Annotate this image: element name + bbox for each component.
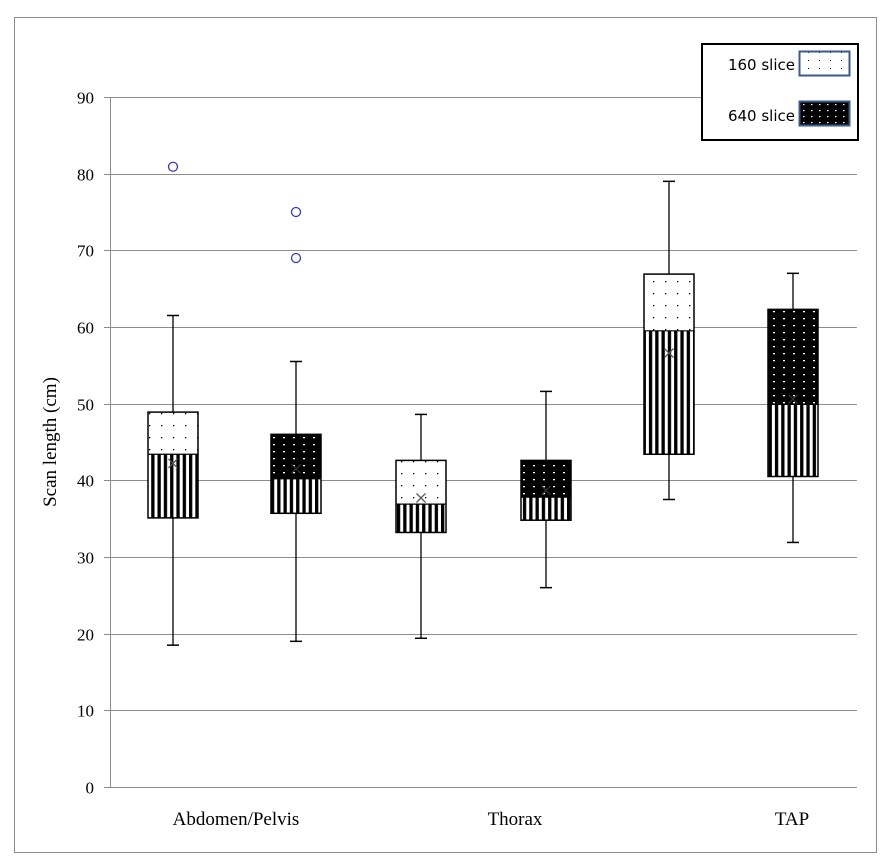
box-lower-half [521, 497, 571, 521]
box-640-slice-tap [767, 272, 819, 544]
box-upper-half [644, 274, 694, 331]
outlier-point [290, 206, 302, 218]
y-tick-label: 40 [77, 472, 94, 491]
y-tick-label: 50 [77, 396, 94, 415]
y-tick-label: 0 [86, 779, 95, 798]
mean-marker-stroke [541, 485, 551, 496]
x-category-label: Thorax [488, 809, 543, 830]
legend: 160 slice 640 slice [701, 43, 859, 141]
mean-marker-stroke [416, 493, 426, 503]
outlier-point [290, 252, 302, 264]
box-upper-half [271, 434, 321, 479]
box-lower-half [271, 478, 321, 514]
y-tick-label: 90 [77, 89, 94, 108]
legend-swatch-640-slice [798, 100, 851, 127]
y-tick-label: 20 [77, 626, 94, 645]
box-160-slice-abdomen-pelvis [147, 161, 199, 646]
legend-swatch-160-slice [798, 50, 851, 77]
mean-marker [168, 458, 178, 469]
box-lower-half [768, 404, 818, 477]
mean-marker [416, 493, 426, 503]
y-tick-labels: 0 10 20 30 40 50 60 70 80 90 [77, 89, 94, 798]
mean-marker [664, 348, 674, 359]
legend-label-160-slice: 160 slice [728, 56, 795, 74]
box-lower-half [396, 504, 446, 533]
y-tick-label: 70 [77, 242, 94, 261]
mean-marker-stroke [788, 394, 798, 405]
mean-marker-stroke [664, 348, 674, 359]
x-category-label: TAP [775, 809, 809, 830]
box-640-slice-thorax [520, 390, 572, 589]
y-axis-title: Scan length (cm) [40, 377, 61, 507]
box-upper-half [396, 460, 446, 505]
legend-label-640-slice: 640 slice [728, 107, 795, 125]
box-upper-half [148, 412, 198, 455]
y-tick-label: 60 [77, 319, 94, 338]
mean-marker-stroke [168, 458, 178, 469]
x-category-labels: Abdomen/Pelvis Thorax TAP [173, 809, 810, 830]
box-border [643, 273, 695, 456]
box-border [520, 459, 572, 521]
box-640-slice-abdomen-pelvis [270, 206, 322, 643]
box-160-slice-thorax [395, 413, 447, 640]
box-lower-half [148, 454, 198, 518]
y-tick-label: 30 [77, 549, 94, 568]
mean-marker [291, 463, 301, 474]
box-border [767, 308, 819, 478]
box-border [270, 433, 322, 515]
outlier-point [167, 161, 179, 172]
mean-marker [788, 394, 798, 405]
y-tick-label: 10 [77, 702, 94, 721]
box-lower-half [644, 330, 694, 455]
box-160-slice-tap [643, 180, 695, 501]
mean-marker-stroke [291, 463, 301, 474]
box-border [395, 459, 447, 534]
y-tick-label: 80 [77, 166, 94, 185]
x-category-label: Abdomen/Pelvis [173, 809, 300, 830]
mean-marker [541, 485, 551, 496]
box-upper-half [768, 309, 818, 405]
box-upper-half [521, 460, 571, 498]
box-border [147, 411, 199, 519]
chart-frame [14, 17, 877, 853]
y-axis [104, 97, 111, 788]
boxes [147, 161, 819, 646]
